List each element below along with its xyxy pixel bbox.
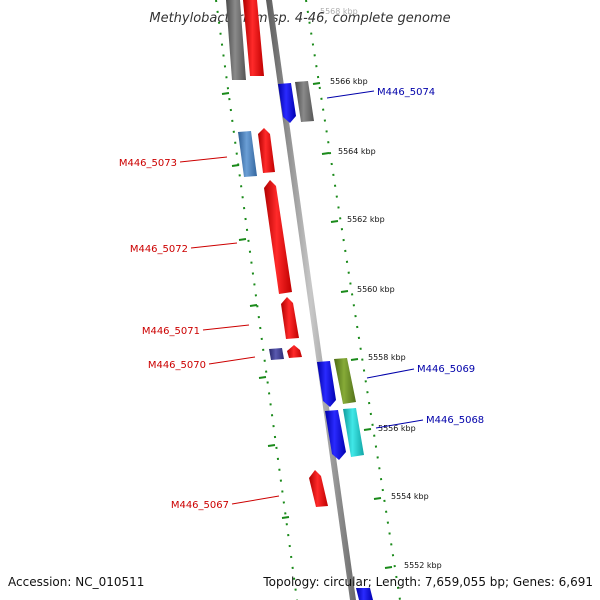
- label-m446-5074[interactable]: M446_5074: [377, 87, 435, 98]
- gene-m446-5069[interactable]: [317, 361, 336, 407]
- label-m446-5072[interactable]: M446_5072: [130, 244, 188, 255]
- label-m446-5073[interactable]: M446_5073: [119, 158, 177, 169]
- gene-gray-top-left[interactable]: [226, 0, 246, 80]
- label-m446-5069[interactable]: M446_5069: [417, 364, 475, 375]
- tick-5556: 5556 kbp: [378, 424, 416, 433]
- tick-5554: 5554 kbp: [391, 492, 429, 501]
- gene-m446-5068[interactable]: [325, 410, 346, 460]
- gene-cyan-5068b[interactable]: [343, 408, 364, 457]
- left-labels: M446_5073 M446_5072 M446_5071 M446_5070 …: [119, 156, 280, 511]
- tick-5566: 5566 kbp: [330, 77, 368, 86]
- gene-blue-bottom[interactable]: [356, 588, 373, 600]
- label-m446-5071[interactable]: M446_5071: [142, 326, 200, 337]
- map-title: Methylobacterium sp. 4-46, complete geno…: [149, 11, 450, 26]
- inner-ruler-line: [215, 0, 298, 600]
- gene-m446-5067[interactable]: [309, 470, 328, 507]
- tick-5562: 5562 kbp: [347, 215, 385, 224]
- label-m446-5070[interactable]: M446_5070: [148, 360, 206, 371]
- gene-red-top-left[interactable]: [243, 0, 264, 76]
- accession-text: Accession: NC_010511: [8, 575, 144, 589]
- tick-5560: 5560 kbp: [357, 285, 395, 294]
- tick-5558: 5558 kbp: [368, 353, 406, 362]
- tick-5552: 5552 kbp: [404, 561, 442, 570]
- outer-ruler-line: [305, 0, 401, 600]
- gene-m446-5074[interactable]: [278, 83, 296, 123]
- tick-5568: 5568 kbp: [320, 7, 358, 16]
- label-m446-5068[interactable]: M446_5068: [426, 415, 484, 426]
- gene-red-small-5073b[interactable]: [258, 128, 275, 173]
- tick-5564: 5564 kbp: [338, 147, 376, 156]
- label-m446-5067[interactable]: M446_5067: [171, 500, 229, 511]
- gene-m446-5070a: [269, 348, 284, 360]
- right-labels: M446_5074 M446_5069 M446_5068: [326, 87, 484, 429]
- gene-m446-5073[interactable]: [238, 131, 257, 177]
- gene-m446-5071[interactable]: [281, 297, 299, 339]
- gene-m446-5070[interactable]: [287, 345, 302, 358]
- gene-gray-5074b[interactable]: [295, 81, 314, 122]
- gene-m446-5072[interactable]: [264, 180, 292, 294]
- ruler-marks: [221, 82, 393, 569]
- genome-info-text: Topology: circular; Length: 7,659,055 bp…: [262, 575, 593, 589]
- gene-olive-5069b[interactable]: [334, 358, 356, 404]
